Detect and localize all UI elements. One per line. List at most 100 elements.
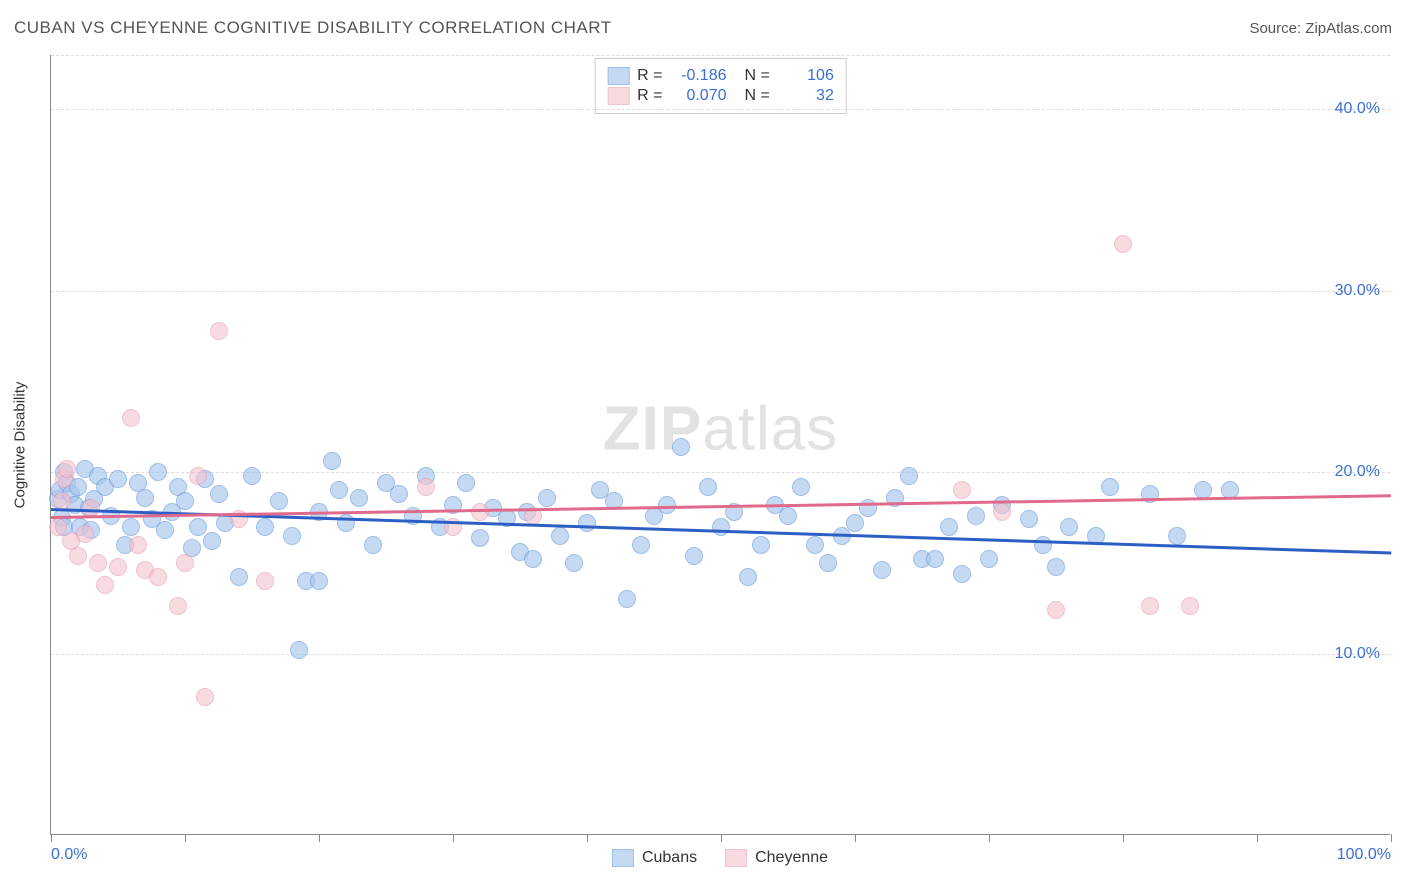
data-point: [129, 536, 147, 554]
grid-line: [51, 654, 1390, 655]
y-axis-label: Cognitive Disability: [12, 382, 29, 509]
data-point: [203, 532, 221, 550]
data-point: [565, 554, 583, 572]
y-tick-label: 30.0%: [1335, 282, 1380, 300]
data-point: [290, 641, 308, 659]
data-point: [752, 536, 770, 554]
data-point: [953, 565, 971, 583]
data-point: [846, 514, 864, 532]
data-point: [873, 561, 891, 579]
grid-line: [51, 291, 1390, 292]
data-point: [658, 496, 676, 514]
x-tick: [1391, 834, 1392, 842]
data-point: [1020, 510, 1038, 528]
data-point: [1101, 478, 1119, 496]
data-point: [364, 536, 382, 554]
legend-n-label: N =: [745, 87, 770, 105]
legend-r-label: R =: [637, 67, 662, 85]
y-tick-label: 20.0%: [1335, 463, 1380, 481]
data-point: [1034, 536, 1052, 554]
legend-series-item: Cubans: [612, 849, 697, 867]
data-point: [136, 489, 154, 507]
chart-container: ZIPatlas R =-0.186N =106R =0.070N =32 10…: [50, 55, 1390, 835]
data-point: [1047, 601, 1065, 619]
data-point: [699, 478, 717, 496]
data-point: [471, 503, 489, 521]
data-point: [189, 518, 207, 536]
data-point: [578, 514, 596, 532]
data-point: [230, 568, 248, 586]
data-point: [243, 467, 261, 485]
x-tick: [989, 834, 990, 842]
data-point: [109, 470, 127, 488]
data-point: [632, 536, 650, 554]
data-point: [471, 529, 489, 547]
legend-correlation-row: R = 0.070 N = 32: [607, 87, 834, 105]
data-point: [49, 518, 67, 536]
data-point: [1060, 518, 1078, 536]
data-point: [58, 460, 76, 478]
data-point: [926, 550, 944, 568]
data-point: [739, 568, 757, 586]
x-tick: [1257, 834, 1258, 842]
data-point: [122, 409, 140, 427]
y-tick-label: 10.0%: [1335, 645, 1380, 663]
x-tick-label: 0.0%: [51, 846, 87, 864]
data-point: [330, 481, 348, 499]
data-point: [712, 518, 730, 536]
data-point: [457, 474, 475, 492]
data-point: [122, 518, 140, 536]
legend-n-value: 106: [778, 67, 834, 85]
data-point: [176, 554, 194, 572]
data-point: [538, 489, 556, 507]
data-point: [149, 463, 167, 481]
data-point: [900, 467, 918, 485]
data-point: [672, 438, 690, 456]
data-point: [256, 518, 274, 536]
y-tick-label: 40.0%: [1335, 100, 1380, 118]
plot-area: ZIPatlas R =-0.186N =106R =0.070N =32 10…: [50, 55, 1390, 835]
x-tick: [855, 834, 856, 842]
data-point: [189, 467, 207, 485]
grid-line: [51, 55, 1390, 56]
data-point: [270, 492, 288, 510]
legend-r-label: R =: [637, 87, 662, 105]
legend-n-value: 32: [778, 87, 834, 105]
data-point: [149, 568, 167, 586]
x-tick: [721, 834, 722, 842]
data-point: [1141, 597, 1159, 615]
trend-line: [51, 494, 1391, 518]
grid-line: [51, 109, 1390, 110]
data-point: [156, 521, 174, 539]
legend-swatch: [607, 87, 629, 105]
data-point: [390, 485, 408, 503]
data-point: [819, 554, 837, 572]
trend-line: [51, 508, 1391, 554]
data-point: [524, 550, 542, 568]
legend-series-label: Cheyenne: [755, 849, 828, 867]
data-point: [551, 527, 569, 545]
x-tick: [453, 834, 454, 842]
legend-r-value: 0.070: [671, 87, 727, 105]
data-point: [1181, 597, 1199, 615]
data-point: [685, 547, 703, 565]
data-point: [1168, 527, 1186, 545]
data-point: [806, 536, 824, 554]
legend-swatch: [607, 67, 629, 85]
data-point: [210, 485, 228, 503]
legend-n-label: N =: [745, 67, 770, 85]
watermark: ZIPatlas: [603, 393, 838, 464]
data-point: [1114, 235, 1132, 253]
data-point: [169, 597, 187, 615]
x-tick: [587, 834, 588, 842]
x-tick: [319, 834, 320, 842]
chart-title: CUBAN VS CHEYENNE COGNITIVE DISABILITY C…: [14, 18, 612, 38]
chart-source: Source: ZipAtlas.com: [1249, 20, 1392, 37]
data-point: [993, 503, 1011, 521]
data-point: [779, 507, 797, 525]
data-point: [96, 576, 114, 594]
legend-swatch: [725, 849, 747, 867]
data-point: [323, 452, 341, 470]
data-point: [310, 572, 328, 590]
legend-series-label: Cubans: [642, 849, 697, 867]
